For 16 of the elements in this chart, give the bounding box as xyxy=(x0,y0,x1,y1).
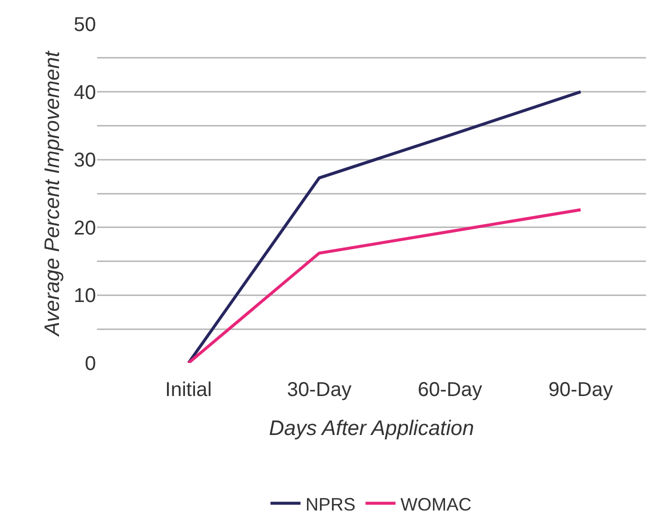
x-tick-label: Initial xyxy=(165,379,212,401)
line-series xyxy=(187,208,582,363)
y-tick-label: 20 xyxy=(74,217,96,240)
x-tick-label: 60-Day xyxy=(418,379,482,401)
y-tick-label: 10 xyxy=(74,285,96,308)
y-tick-label: 30 xyxy=(74,150,96,172)
legend-label: WOMAC xyxy=(400,494,472,514)
y-tick-label: 40 xyxy=(74,82,96,104)
y-tick-label: 50 xyxy=(74,14,96,36)
legend-label: NPRS xyxy=(306,494,356,514)
y-axis-title: Average Percent Improvement xyxy=(40,50,64,338)
x-tick-label: 30-Day xyxy=(286,379,352,401)
x-tick-label: 90-Day xyxy=(548,379,613,401)
x-axis-title: Days After Application xyxy=(268,417,474,440)
y-tick-label: 0 xyxy=(84,353,96,375)
line-series xyxy=(187,90,582,363)
